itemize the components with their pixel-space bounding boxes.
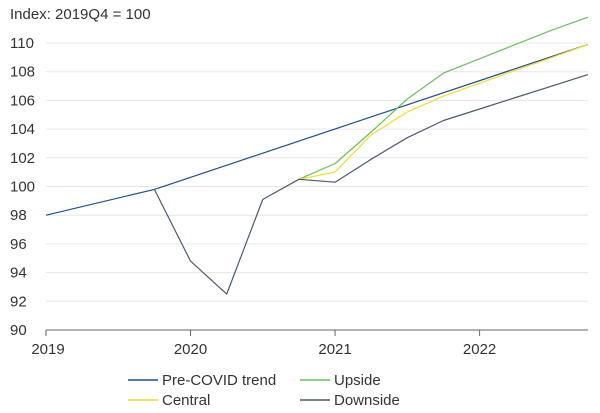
y-tick-label: 100 <box>10 179 35 196</box>
series-line-central <box>298 43 589 180</box>
y-tick-label: 108 <box>10 64 35 81</box>
y-tick-label: 110 <box>10 35 34 52</box>
legend-label-downside: Downside <box>334 392 400 409</box>
y-tick-label: 102 <box>10 150 35 167</box>
legend-label-pre-covid-trend: Pre-COVID trend <box>162 372 276 389</box>
x-tick-label: 2022 <box>463 341 496 358</box>
legend-label-central: Central <box>162 392 210 409</box>
y-tick-label: 90 <box>10 322 27 339</box>
y-tick-label: 98 <box>10 207 27 224</box>
y-tick-label: 94 <box>10 265 27 282</box>
legend-label-upside: Upside <box>334 372 381 389</box>
y-tick-label: 92 <box>10 293 27 310</box>
x-tick-label: 2021 <box>318 341 351 358</box>
x-tick-label: 2019 <box>31 341 64 358</box>
series-line-downside <box>153 74 589 295</box>
series-line-upside <box>298 16 589 180</box>
y-tick-label: 96 <box>10 236 27 253</box>
y-tick-label: 106 <box>10 92 35 109</box>
series-line-pre-covid-trend <box>45 43 589 216</box>
x-tick-label: 2020 <box>174 341 207 358</box>
y-tick-label: 104 <box>10 121 35 138</box>
y-axis-title: Index: 2019Q4 = 100 <box>10 6 151 23</box>
